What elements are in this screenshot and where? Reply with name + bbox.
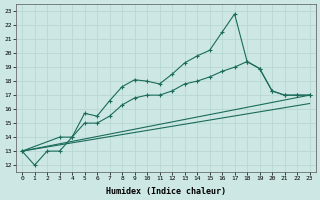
X-axis label: Humidex (Indice chaleur): Humidex (Indice chaleur) [106,187,226,196]
